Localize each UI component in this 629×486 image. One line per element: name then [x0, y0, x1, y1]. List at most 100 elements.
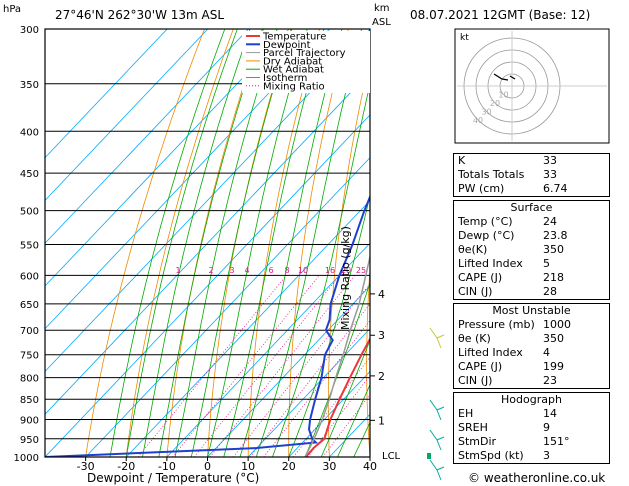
km-tick-label: 3 — [378, 329, 385, 342]
mixing-ratio-label: 16 — [325, 266, 335, 275]
pressure-tick-label: 450 — [20, 169, 39, 180]
isotherm-line — [288, 370, 370, 457]
km-tick-label: 2 — [378, 370, 385, 383]
isotherm-line — [45, 29, 168, 159]
km-unit-label: km — [374, 3, 390, 14]
hpa-unit-label: hPa — [3, 4, 22, 15]
temperature-series-line — [305, 336, 370, 457]
mixing-ratio-label: 10 — [298, 266, 308, 275]
mixing-ratio-label: 20 — [341, 266, 351, 275]
mixing-ratio-label: 25 — [356, 266, 366, 275]
hodograph-stat-row: StmDir 151° — [454, 435, 609, 449]
mixing-ratio-label: 2 — [208, 266, 213, 275]
pressure-tick-label: 500 — [20, 207, 39, 218]
most-unstable-value: 1000 — [543, 318, 571, 331]
surface-value: 23.8 — [543, 229, 568, 242]
pressure-tick-label: 650 — [20, 300, 39, 311]
wind-barb-flag — [436, 334, 445, 339]
index-label: K — [458, 154, 466, 167]
surface-label: θe(K) — [458, 243, 488, 256]
wind-barb — [429, 459, 442, 481]
surface-row: Temp (°C) 24 — [454, 215, 609, 229]
mixing-ratio-label: 8 — [284, 266, 289, 275]
surface-row: CIN (J) 28 — [454, 285, 609, 299]
hodograph-kt-label: kt — [460, 33, 469, 43]
most-unstable-label: θe (K) — [458, 332, 491, 345]
hodograph-trace — [493, 73, 509, 81]
pressure-tick-label: 350 — [20, 80, 39, 91]
surface-value: 350 — [543, 243, 564, 256]
wind-barb — [429, 327, 442, 349]
most-unstable-value: 350 — [543, 332, 564, 345]
surface-wind-marker — [427, 453, 431, 459]
pressure-tick-label: 700 — [20, 326, 39, 337]
wind-barb-flag — [436, 436, 445, 441]
most-unstable-value: 4 — [543, 346, 550, 359]
surface-row: CAPE (J) 218 — [454, 271, 609, 285]
surface-label: Dewp (°C) — [458, 229, 515, 242]
hodograph-stat-label: EH — [458, 407, 474, 420]
index-value: 6.74 — [543, 182, 568, 195]
location-title: 27°46'N 262°30'W 13m ASL — [55, 8, 225, 22]
dry-adiabat-line — [366, 263, 370, 457]
most-unstable-label: CIN (J) — [458, 374, 493, 387]
x-tick-label: 10 — [241, 460, 255, 473]
dry-adiabat-line — [404, 29, 435, 457]
hodograph-stat-row: SREH 9 — [454, 421, 609, 435]
hodograph-stat-label: StmSpd (kt) — [458, 449, 524, 462]
surface-label: CIN (J) — [458, 285, 493, 298]
legend-label: Isotherm — [263, 73, 307, 84]
most-unstable-value: 23 — [543, 374, 557, 387]
isotherm-line — [247, 328, 370, 457]
mixing-ratio-line — [232, 282, 370, 457]
isotherm-line — [85, 157, 370, 457]
most-unstable-value: 199 — [543, 360, 564, 373]
hodograph-stat-value: 14 — [543, 407, 557, 420]
most-unstable-label: CAPE (J) — [458, 360, 503, 373]
surface-value: 24 — [543, 215, 557, 228]
x-tick-label: -10 — [158, 460, 176, 473]
hodograph-stat-row: StmSpd (kt) 3 — [454, 449, 609, 463]
pressure-tick-label: 750 — [20, 351, 39, 362]
x-tick-label: -20 — [117, 460, 135, 473]
isotherm-line — [166, 242, 370, 457]
hodograph-ring-label: 40 — [473, 116, 483, 125]
hodograph-stat-title: Hodograph — [501, 393, 562, 406]
km-tick-label: 4 — [378, 288, 385, 301]
pressure-tick-label: 900 — [20, 416, 39, 427]
hodograph-stat-row: EH 14 — [454, 407, 609, 421]
surface-value: 218 — [543, 271, 564, 284]
plot-area — [45, 29, 435, 457]
legend-label: Dewpoint — [263, 40, 311, 51]
index-row: PW (cm) 6.74 — [454, 182, 609, 196]
index-row: K 33 — [454, 154, 609, 168]
legend-label: Parcel Trajectory — [263, 48, 346, 59]
parcel-trajectory-series-line — [304, 253, 370, 457]
surface-title: Surface — [510, 201, 553, 214]
mixing-ratio-line — [137, 275, 287, 457]
isotherm-line — [45, 114, 370, 457]
x-tick-label: 40 — [363, 460, 377, 473]
pressure-tick-label: 550 — [20, 240, 39, 251]
most-unstable-title: Most Unstable — [492, 304, 571, 317]
most-unstable-label: Lifted Index — [458, 346, 523, 359]
most-unstable-row: CIN (J) 23 — [454, 374, 609, 388]
pressure-tick-label: 800 — [20, 374, 39, 385]
pressure-tick-label: 850 — [20, 395, 39, 406]
surface-row: Dewp (°C) 23.8 — [454, 229, 609, 243]
surface-label: Lifted Index — [458, 257, 523, 270]
x-tick-label: 0 — [204, 460, 211, 473]
legend-label: Temperature — [262, 32, 326, 43]
hodograph-stat-value: 151° — [543, 435, 570, 448]
surface-box: Surface Temp (°C) 24 Dewp (°C) 23.8 θe(K) 350 L… — [453, 200, 610, 300]
mixing-ratio-label: 1 — [175, 266, 180, 275]
index-label: PW (cm) — [458, 182, 505, 195]
x-tick-label: 20 — [282, 460, 296, 473]
isotherm-line — [207, 285, 370, 457]
wet-adiabat-line — [320, 339, 370, 457]
pressure-tick-label: 1000 — [14, 453, 39, 464]
mixing-ratio-line — [249, 303, 370, 457]
hodograph-ring-label: 10 — [498, 90, 508, 99]
isotherm-line — [45, 71, 370, 415]
dry-adiabat-line — [125, 29, 234, 457]
